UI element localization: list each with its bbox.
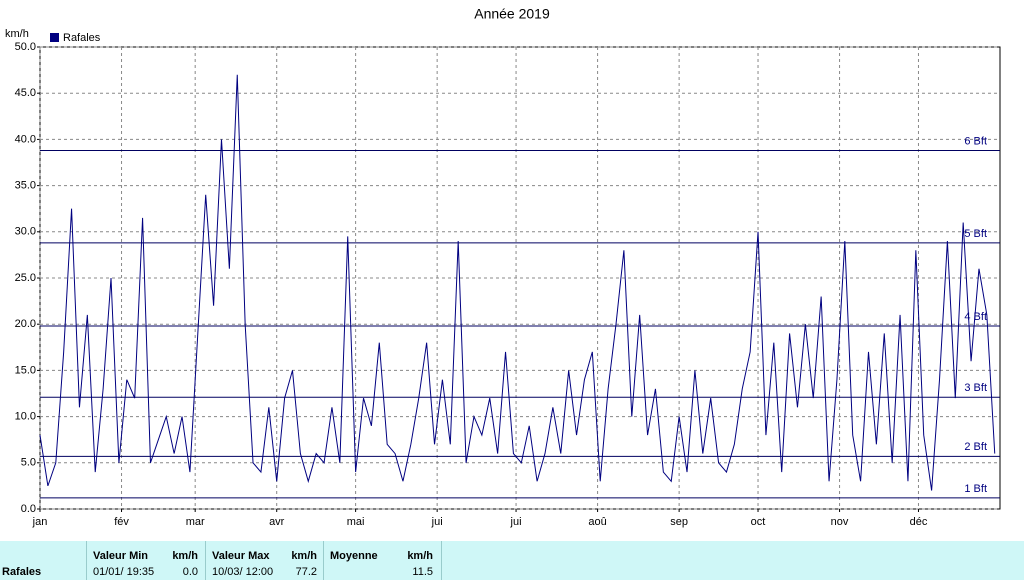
beaufort-label: 2 Bft <box>964 441 987 453</box>
beaufort-label: 6 Bft <box>964 135 987 147</box>
separator <box>205 541 206 580</box>
column-unit: km/h <box>291 550 317 562</box>
x-tick-label: oct <box>751 516 766 528</box>
separator <box>323 541 324 580</box>
legend-label: Rafales <box>63 32 101 44</box>
summary-table: Rafales Valeur Min km/h 01/01/ 19:35 0.0 Vale… <box>0 541 1024 580</box>
beaufort-label: 5 Bft <box>964 228 987 240</box>
y-tick-label: 45.0 <box>15 87 36 99</box>
y-tick-label: 15.0 <box>15 364 36 376</box>
x-tick-label: sep <box>670 516 688 528</box>
chart: Année 2019 km/h 0.0 5.0 10.0 15.0 20.0 25.0 30… <box>5 6 1001 528</box>
column-header: Moyenne <box>330 550 378 562</box>
y-tick-label: 40.0 <box>15 133 36 145</box>
x-tick-label: avr <box>269 516 285 528</box>
column-header: Valeur Min <box>93 550 149 562</box>
x-tick-label: jan <box>32 516 48 528</box>
x-tick-label: fév <box>114 516 129 528</box>
legend-swatch <box>50 33 59 42</box>
separator <box>86 541 87 580</box>
column-unit: km/h <box>172 550 198 562</box>
cell-value: 11.5 <box>412 566 433 578</box>
x-tick-label: mai <box>347 516 365 528</box>
beaufort-label: 1 Bft <box>964 483 987 495</box>
x-tick-label: aoû <box>588 516 606 528</box>
x-tick-label: nov <box>831 516 849 528</box>
y-axis-label: km/h <box>5 28 29 40</box>
x-tick-label: mar <box>186 516 205 528</box>
y-tick-label: 10.0 <box>15 411 36 423</box>
beaufort-label: 3 Bft <box>964 382 987 394</box>
date-value: 10/03/ 12:00 <box>212 566 274 578</box>
data-line <box>39 74 996 491</box>
y-tick-label: 30.0 <box>15 226 36 238</box>
cell-value: 77.2 <box>295 566 317 578</box>
y-tick-label: 25.0 <box>15 272 36 284</box>
cell-value: 0.0 <box>182 566 198 578</box>
y-tick-label: 50.0 <box>15 41 36 53</box>
y-tick-label: 35.0 <box>15 180 36 192</box>
x-tick-label: jui <box>431 516 443 528</box>
row-label: Rafales <box>2 566 42 578</box>
y-tick-label: 5.0 <box>21 457 36 469</box>
column-header: Valeur Max <box>212 550 270 562</box>
y-tick-label: 0.0 <box>21 503 36 515</box>
separator <box>441 541 442 580</box>
beaufort-label: 4 Bft <box>964 311 987 323</box>
x-tick-label: déc <box>910 516 928 528</box>
date-value: 01/01/ 19:35 <box>93 566 155 578</box>
column-unit: km/h <box>407 550 433 562</box>
chart-title: Année 2019 <box>474 6 550 22</box>
x-tick-label: jui <box>510 516 522 528</box>
y-tick-label: 20.0 <box>15 318 36 330</box>
